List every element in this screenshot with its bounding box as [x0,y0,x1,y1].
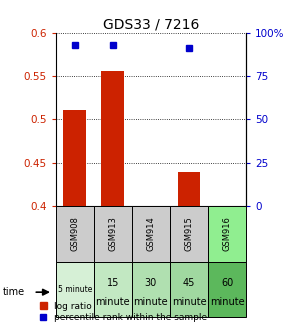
Bar [94,206,132,262]
Text: GSM913: GSM913 [108,216,117,251]
Text: 45: 45 [183,278,195,288]
Bar [170,262,208,317]
Text: GSM908: GSM908 [70,216,79,251]
Bar [56,262,94,317]
Legend: log ratio, percentile rank within the sample: log ratio, percentile rank within the sa… [40,302,207,322]
Text: time: time [3,287,25,297]
Title: GDS33 / 7216: GDS33 / 7216 [103,18,199,31]
Bar [63,110,86,206]
Bar [56,206,94,262]
Text: 15: 15 [107,278,119,288]
Bar [132,206,170,262]
Text: GSM916: GSM916 [223,216,231,251]
Bar [94,262,132,317]
Bar [208,262,246,317]
Text: minute: minute [210,297,244,307]
Text: minute: minute [172,297,206,307]
Text: 60: 60 [221,278,233,288]
Bar [178,172,200,206]
Text: minute: minute [134,297,168,307]
Text: GSM914: GSM914 [146,216,155,251]
Text: 5 minute: 5 minute [57,285,92,294]
Bar [208,206,246,262]
Bar [101,71,124,206]
Text: minute: minute [96,297,130,307]
Text: GSM915: GSM915 [185,216,193,251]
Text: 30: 30 [145,278,157,288]
Bar [170,206,208,262]
Bar [132,262,170,317]
